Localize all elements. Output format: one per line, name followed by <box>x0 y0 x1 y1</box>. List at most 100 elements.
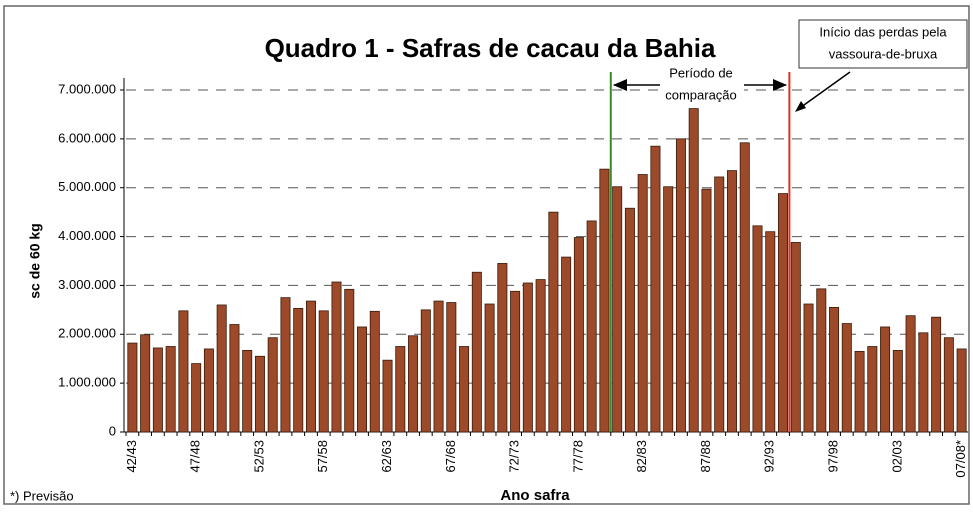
bar <box>561 256 572 433</box>
bar <box>229 324 240 433</box>
bar <box>816 288 827 433</box>
bar <box>127 342 138 433</box>
chart-title: Quadro 1 - Safras de cacau da Bahia <box>265 33 716 63</box>
bar <box>892 350 903 433</box>
bar <box>918 332 929 433</box>
bar <box>943 337 954 433</box>
x-tick-label: 77/78 <box>570 440 585 473</box>
bar <box>267 337 278 433</box>
bar <box>216 304 227 433</box>
annotation-text: Início das perdas pela <box>819 24 947 39</box>
y-tick-label: 0 <box>109 423 116 438</box>
bar <box>497 263 508 433</box>
bar <box>867 346 878 433</box>
x-tick-label: 97/98 <box>825 440 840 473</box>
bar <box>459 346 470 433</box>
bar <box>905 315 916 433</box>
x-tick-label: 87/88 <box>698 440 713 473</box>
x-axis-label: Ano safra <box>500 487 570 504</box>
bar <box>739 142 750 433</box>
bar <box>956 348 967 433</box>
y-axis-label: sc de 60 kg <box>27 223 43 299</box>
bar <box>140 334 151 433</box>
bar <box>408 335 419 433</box>
y-tick-label: 1.000.000 <box>58 375 116 390</box>
annotation-arrow <box>796 71 851 111</box>
bar <box>624 207 635 433</box>
bar <box>663 186 674 433</box>
bar <box>344 288 355 433</box>
x-tick-label: 72/73 <box>507 440 522 473</box>
arrow-head <box>795 101 806 112</box>
bar <box>650 145 661 433</box>
bar <box>586 220 597 433</box>
bar <box>829 307 840 433</box>
bar <box>573 237 584 433</box>
bar <box>510 290 521 433</box>
bar <box>357 326 368 433</box>
annotation-text: vassoura-de-bruxa <box>829 46 938 61</box>
x-tick-label: 02/03 <box>889 440 904 473</box>
bar <box>841 323 852 433</box>
bar <box>293 307 304 433</box>
bar <box>931 316 942 433</box>
annotation-box <box>798 19 968 69</box>
bar <box>765 231 776 433</box>
x-tick-label: 47/48 <box>188 440 203 473</box>
label-bg <box>660 66 744 106</box>
bar <box>790 242 801 433</box>
bar <box>714 176 725 433</box>
note: *) Previsão <box>10 488 74 503</box>
bar <box>778 193 789 433</box>
bar <box>637 174 648 433</box>
y-tick-label: 7.000.000 <box>58 81 116 96</box>
x-tick-label: 52/53 <box>251 440 266 473</box>
bar <box>242 350 253 433</box>
y-tick-label: 4.000.000 <box>58 228 116 243</box>
x-tick-label: 07/08* <box>953 440 968 478</box>
x-tick-label: 92/93 <box>762 440 777 473</box>
bar <box>433 300 444 433</box>
bar <box>382 359 393 433</box>
x-tick-label: 62/63 <box>379 440 394 473</box>
bar <box>599 168 610 433</box>
bar <box>880 326 891 433</box>
bar <box>369 310 380 433</box>
x-tick-label: 57/58 <box>315 440 330 473</box>
arrow-head <box>613 79 627 91</box>
y-tick-label: 3.000.000 <box>58 277 116 292</box>
bar <box>854 350 865 433</box>
arrow-head <box>773 79 787 91</box>
bar <box>191 363 202 433</box>
bar <box>803 303 814 433</box>
bar <box>203 348 214 433</box>
x-tick-label: 82/83 <box>634 440 649 473</box>
bar <box>305 300 316 433</box>
chart-frame <box>3 5 970 505</box>
bar <box>254 355 265 433</box>
bar <box>165 346 176 433</box>
y-tick-label: 6.000.000 <box>58 130 116 145</box>
y-tick-label: 5.000.000 <box>58 179 116 194</box>
bar <box>178 310 189 433</box>
bar <box>280 297 291 433</box>
annotation-text: Período de <box>669 65 733 80</box>
bar <box>471 271 482 433</box>
bar <box>484 303 495 433</box>
bar <box>318 310 329 433</box>
annotation-text: comparação <box>665 87 737 102</box>
bar <box>548 211 559 433</box>
x-tick-label: 42/43 <box>124 440 139 473</box>
bar <box>612 186 623 433</box>
bar <box>446 302 457 433</box>
bar <box>726 170 737 433</box>
bar <box>675 138 686 433</box>
bar <box>331 281 342 433</box>
bar <box>535 279 546 433</box>
x-tick-label: 67/68 <box>443 440 458 473</box>
bar <box>522 282 533 433</box>
bar <box>752 225 763 433</box>
y-tick-label: 2.000.000 <box>58 326 116 341</box>
bar <box>701 188 712 433</box>
